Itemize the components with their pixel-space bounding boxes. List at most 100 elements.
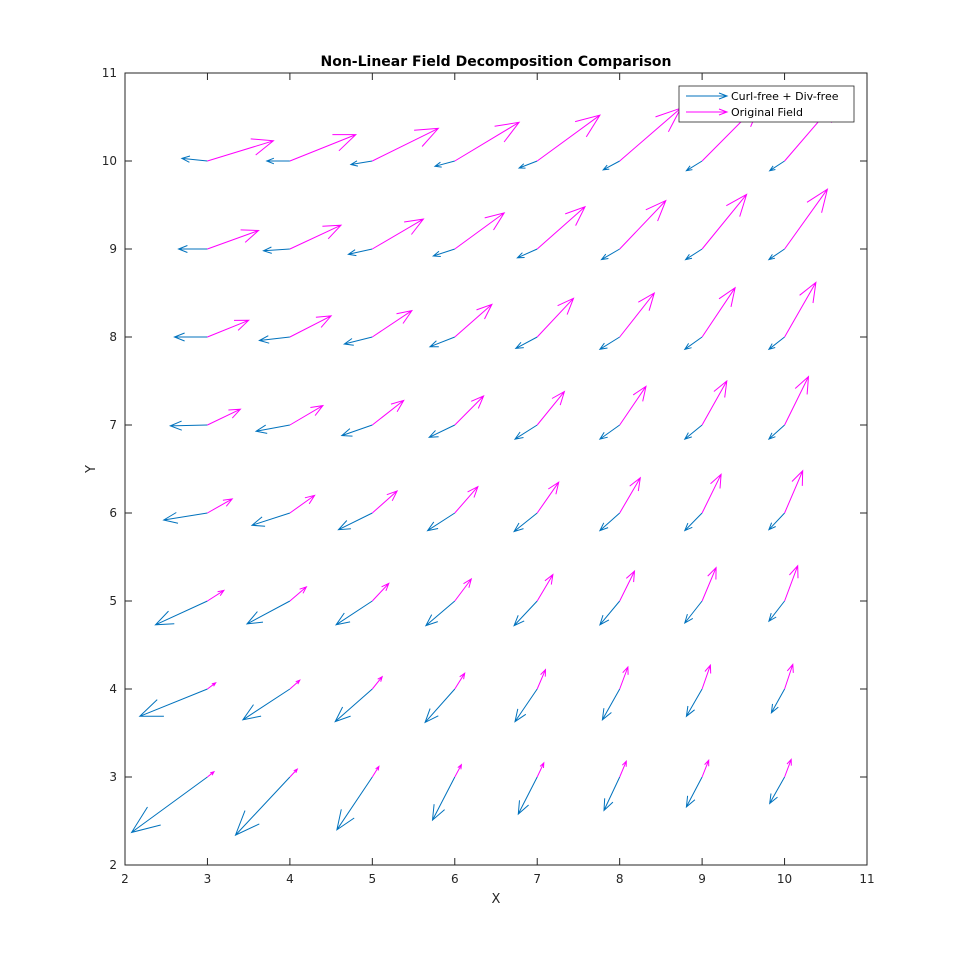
curl-free-arrow (600, 248, 620, 261)
original-arrow (371, 490, 399, 514)
x-tick-label: 5 (369, 872, 377, 886)
curl-free-arrow (334, 600, 373, 626)
original-arrow (536, 573, 554, 602)
axis-ticks: 2 3 4 5 6 7 8 9 10 11 2 3 4 5 6 7 8 9 10 11 (102, 66, 875, 886)
curl-free-arrow (767, 424, 785, 441)
original-arrow (454, 672, 466, 690)
curl-free-arrow (683, 512, 703, 532)
original-arrow (372, 218, 425, 250)
legend-swatch-original (686, 108, 729, 116)
original-arrow (784, 564, 799, 602)
y-tick-label: 9 (109, 242, 117, 256)
curl-free-arrow (424, 600, 456, 627)
curl-free-arrow (245, 600, 291, 625)
original-arrow (207, 319, 250, 338)
y-tick-label: 7 (109, 418, 117, 432)
original-arrow (371, 765, 380, 778)
original-arrow (454, 485, 479, 514)
original-arrow (371, 399, 405, 426)
curl-free-arrow (262, 246, 290, 254)
original-arrow (619, 199, 667, 250)
curl-free-arrow (347, 248, 373, 257)
original-arrow (289, 224, 343, 250)
curl-free-arrow (768, 600, 785, 623)
curl-free-arrow (769, 776, 786, 805)
curl-free-arrow (683, 424, 703, 440)
curl-free-arrow (130, 776, 208, 834)
curl-free-arrow (433, 160, 455, 168)
curl-free-arrow (767, 512, 785, 531)
original-arrow (619, 291, 656, 338)
x-tick-label: 6 (451, 872, 459, 886)
original-arrow (289, 315, 333, 338)
curl-free-arrow (424, 688, 456, 724)
original-arrow (207, 229, 260, 250)
curl-free-arrow (431, 776, 456, 822)
y-tick-label: 11 (102, 66, 117, 80)
curl-free-arrow (599, 600, 621, 626)
curl-free-arrow (426, 512, 456, 532)
original-arrow (207, 681, 217, 690)
original-arrow (619, 759, 627, 778)
y-tick-label: 4 (109, 682, 117, 696)
original-arrow (207, 138, 275, 162)
curl-free-arrow (427, 424, 456, 438)
curl-free-arrow (514, 336, 538, 350)
curl-free-arrow (337, 512, 373, 531)
curl-free-arrow (334, 688, 373, 723)
curl-free-arrow (234, 776, 291, 837)
x-tick-label: 3 (204, 872, 212, 886)
curl-free-arrow (168, 420, 208, 431)
original-arrow (619, 569, 636, 602)
original-arrow (784, 663, 794, 690)
plot-area (124, 72, 868, 866)
curl-free-arrow (258, 335, 290, 344)
y-tick-label: 6 (109, 506, 117, 520)
curl-free-arrow (513, 424, 538, 440)
curl-free-arrow (180, 155, 208, 163)
original-arrow (784, 188, 829, 250)
original-arrow (701, 286, 736, 338)
original-arrow (371, 582, 390, 602)
original-arrow (372, 127, 440, 162)
curl-free-arrow (768, 160, 785, 172)
curl-free-arrow (349, 160, 373, 167)
curl-free-arrow (513, 512, 538, 533)
original-arrow (372, 309, 414, 338)
original-arrow (536, 761, 545, 778)
y-tick-label: 5 (109, 594, 117, 608)
original-arrow (289, 679, 301, 690)
curl-free-arrow (767, 336, 785, 351)
original-arrow (784, 758, 792, 778)
y-tick-label: 8 (109, 330, 117, 344)
curl-free-arrow (250, 512, 291, 527)
curl-free-arrow (340, 424, 373, 437)
curl-free-arrow (601, 160, 620, 171)
original-arrow (701, 473, 722, 514)
x-tick-label: 10 (777, 872, 792, 886)
original-arrow (454, 395, 485, 426)
curl-free-arrow (154, 600, 208, 626)
original-arrow (371, 675, 384, 690)
original-arrow (536, 114, 601, 162)
original-arrow (289, 404, 325, 426)
legend-label-curl-free: Curl-free + Div-free (731, 90, 839, 103)
original-arrow (701, 193, 748, 250)
curl-free-arrow (177, 245, 208, 253)
original-arrow (619, 665, 629, 690)
curl-free-arrow (162, 512, 208, 524)
y-tick-label: 3 (109, 770, 117, 784)
original-arrow (454, 212, 506, 250)
curl-free-arrow (432, 248, 455, 257)
x-tick-label: 2 (121, 872, 129, 886)
curl-free-arrow (598, 424, 620, 440)
curl-free-arrow (517, 160, 538, 169)
x-tick-label: 11 (859, 872, 874, 886)
curl-free-arrow (241, 688, 291, 721)
original-arrow (619, 476, 641, 514)
original-arrow (207, 589, 226, 602)
y-axis-label: Y (84, 465, 99, 474)
original-arrow (701, 759, 710, 778)
curl-free-arrow (138, 688, 208, 717)
